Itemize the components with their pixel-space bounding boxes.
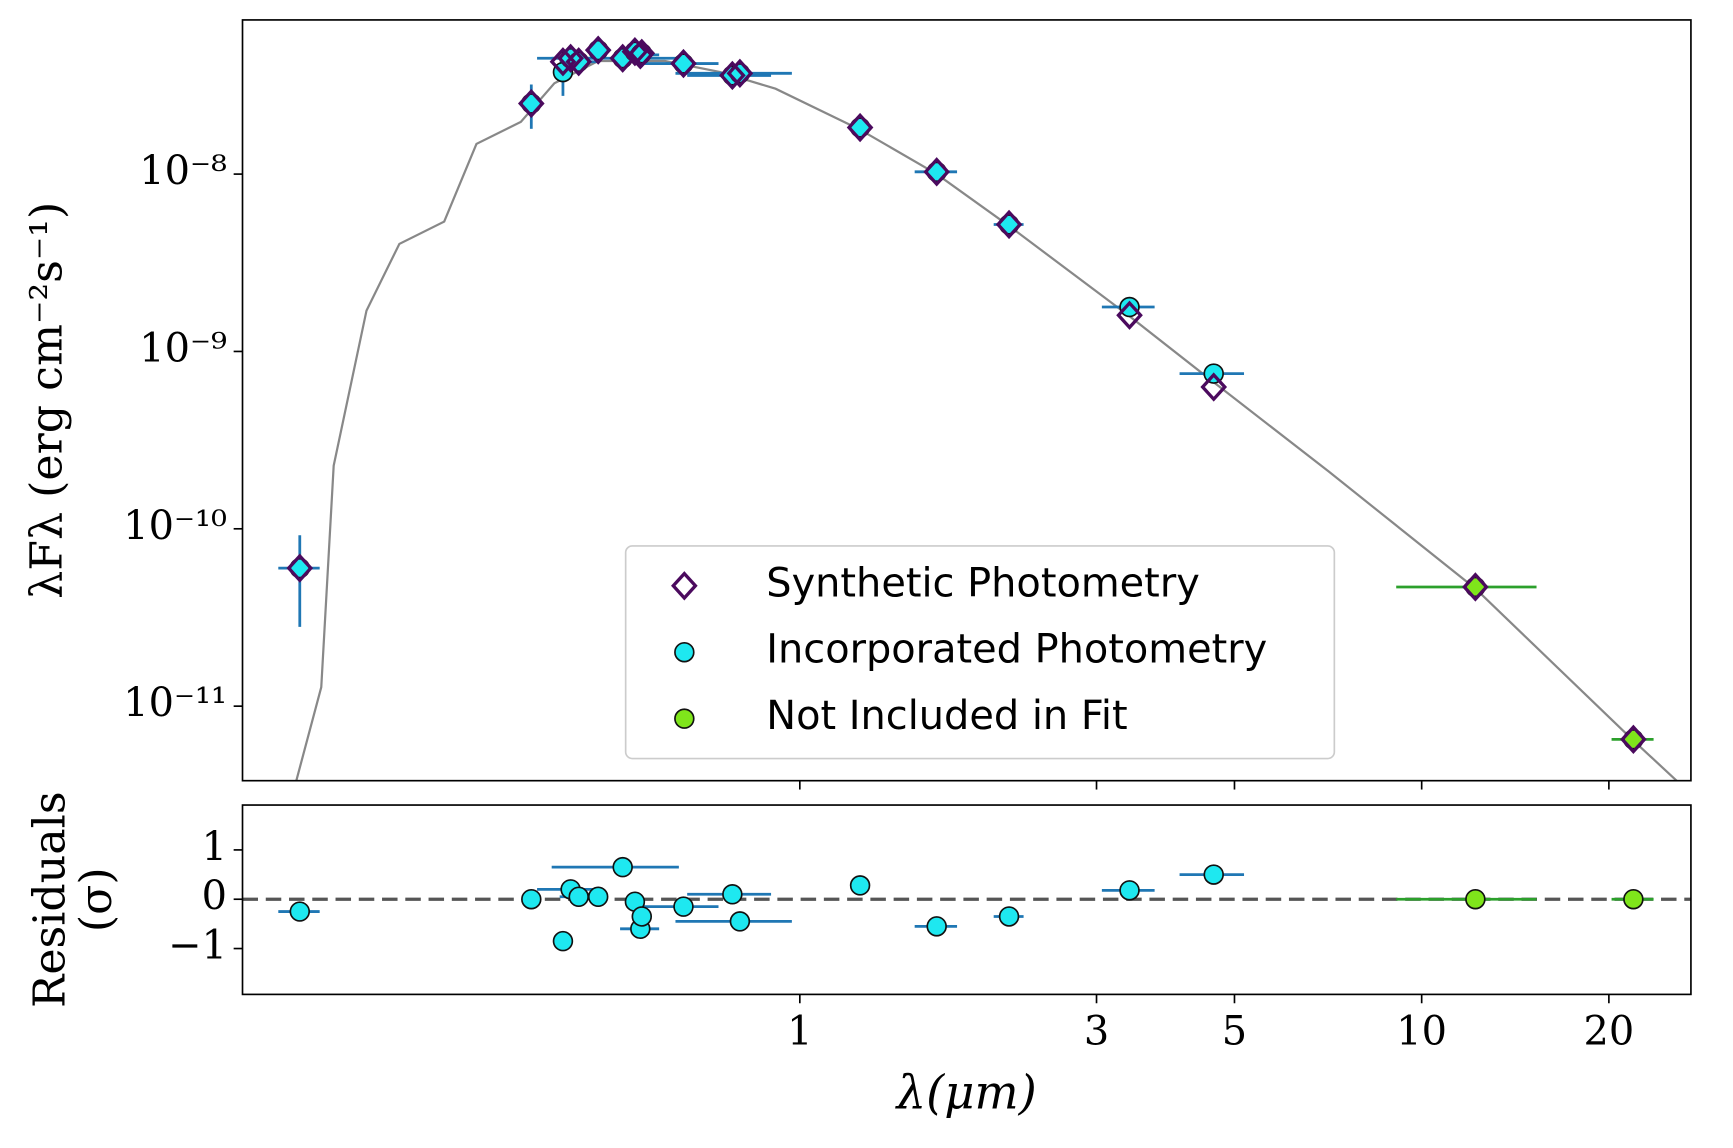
circle-marker — [1465, 888, 1486, 910]
diamond-marker — [621, 37, 649, 67]
y-tick-label: 10⁻¹⁰ — [123, 503, 227, 549]
circle-marker — [729, 911, 751, 932]
diamond-marker — [286, 553, 314, 583]
diamond-marker — [628, 38, 656, 68]
diamond-marker — [719, 60, 746, 91]
y-tick-label: 0 — [202, 873, 227, 919]
circle-marker — [1623, 888, 1644, 910]
circle-marker — [1119, 880, 1140, 901]
diamond-marker — [995, 209, 1023, 240]
legend: Synthetic Photometry Incorporated Photome… — [624, 545, 1336, 760]
legend-label: Not Included in Fit — [766, 693, 1127, 739]
legend-label: Synthetic Photometry — [766, 560, 1200, 606]
diamond-marker — [557, 43, 584, 73]
diamond-marker — [584, 35, 612, 65]
circle-marker — [521, 888, 542, 910]
circle-marker — [998, 906, 1020, 927]
legend-label: Incorporated Photometry — [766, 627, 1267, 673]
y-tick-label: 1 — [202, 824, 227, 870]
y-tick-label: 10⁻⁸ — [139, 148, 227, 194]
legend-marker — [671, 571, 698, 601]
circle-marker — [552, 930, 574, 952]
y-axis-label: (σ) — [71, 867, 122, 932]
diamond-marker — [1116, 300, 1143, 330]
y-axis-label: λFλ (erg cm⁻²s⁻¹) — [21, 202, 72, 599]
circle-marker — [1119, 296, 1140, 318]
x-axis-label: λ(μm) — [895, 1065, 1037, 1119]
circle-marker — [926, 916, 947, 937]
diamond-marker — [565, 47, 593, 77]
diamond-marker — [726, 58, 754, 88]
panel: 10⁻⁸ 10⁻⁹ 10⁻¹⁰ 10⁻¹¹ λFλ (erg cm⁻²s⁻¹) Synth… — [21, 19, 1692, 790]
plot-area: 10⁻⁸ 10⁻⁹ 10⁻¹⁰ 10⁻¹¹ λFλ (erg cm⁻²s⁻¹) Synth… — [21, 19, 1692, 1119]
circle-marker — [673, 896, 694, 917]
diamond-marker — [1200, 372, 1228, 402]
diamond-marker — [670, 48, 697, 79]
marks — [242, 856, 1691, 952]
x-tick-label: 20 — [1584, 1008, 1635, 1054]
axes-frame — [241, 804, 1692, 996]
circle-marker — [631, 906, 653, 927]
diamond-marker — [1462, 572, 1489, 602]
circle-marker — [849, 875, 871, 896]
diamond-marker — [923, 157, 951, 187]
y-tick-label: 10⁻¹¹ — [123, 680, 227, 726]
diamond-marker — [846, 112, 874, 143]
x-tick-label: 1 — [787, 1008, 812, 1054]
axes-frame — [241, 19, 1692, 782]
x-tick-label: 10 — [1396, 1008, 1447, 1054]
x-tick-label: 3 — [1084, 1008, 1109, 1054]
circle-marker — [289, 901, 311, 922]
circle-marker — [722, 884, 743, 905]
circle-marker — [612, 856, 633, 878]
legend-box — [624, 545, 1336, 760]
circle-marker — [1203, 864, 1224, 885]
y-axis-label: Residuals — [25, 791, 76, 1008]
legend-marker — [674, 708, 695, 729]
diamond-marker — [517, 88, 545, 119]
marks — [278, 35, 1678, 781]
circle-marker — [587, 886, 609, 908]
x-tick-label: 5 — [1222, 1008, 1247, 1054]
y-tick-label: 10⁻⁹ — [139, 325, 227, 371]
legend-marker — [674, 641, 695, 663]
diamond-marker — [1620, 724, 1647, 754]
y-tick-label: −1 — [168, 923, 227, 969]
circle-marker — [568, 886, 589, 908]
